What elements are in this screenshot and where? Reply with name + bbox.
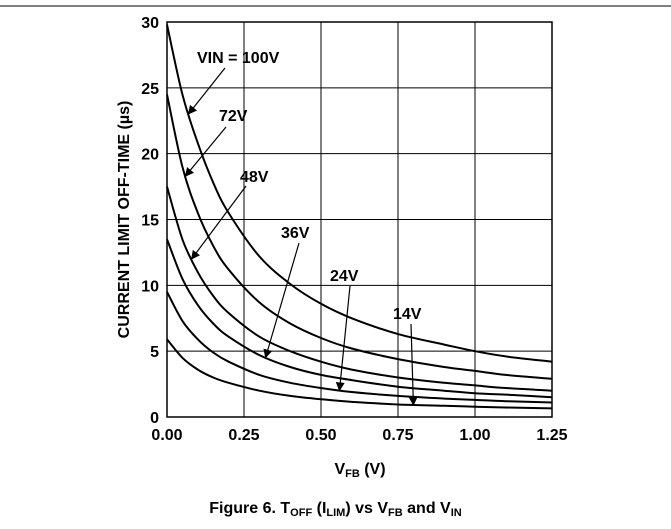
- series-line: [166, 238, 553, 399]
- annotation-arrow: [191, 185, 247, 260]
- y-tick-label: 25: [141, 81, 159, 98]
- x-tick-label: 0.75: [382, 427, 413, 444]
- series-label: VIN = 100V: [197, 50, 280, 67]
- annotation-arrow: [184, 126, 227, 177]
- y-tick-label: 30: [141, 15, 159, 32]
- x-tick-label: 0.50: [305, 427, 336, 444]
- annotation-arrow: [263, 242, 300, 359]
- annotation-arrow: [335, 285, 351, 392]
- series-line: [166, 186, 553, 392]
- series-label: 14V: [393, 306, 422, 323]
- series-lines: [166, 24, 553, 410]
- y-tick-label: 15: [141, 213, 159, 230]
- annotation-arrow: [187, 67, 226, 115]
- y-axis-label: CURRENT LIMIT OFF-TIME (µs): [116, 101, 133, 339]
- y-tick-label: 0: [150, 410, 159, 427]
- series-label: 72V: [219, 108, 248, 125]
- x-tick-label: 1.25: [536, 427, 567, 444]
- series-line: [166, 24, 553, 363]
- x-axis-label: VFB (V): [334, 461, 385, 480]
- annotation-arrows: VIN = 100V 72V 48V 36V 24V 14V: [184, 50, 422, 406]
- y-tick-label: 5: [150, 344, 159, 361]
- series-label: 48V: [240, 169, 269, 186]
- plot-frame: [166, 21, 553, 418]
- y-tick-label: 10: [141, 278, 159, 295]
- x-tick-label: 1.00: [459, 427, 490, 444]
- tick-labels: 0.00 0.25 0.50 0.75 1.00 1.25 0 5 10 15 20 25 30: [141, 15, 567, 444]
- figure-caption: Figure 6. TOFF (ILIM) vs VFB and VIN: [209, 500, 462, 519]
- grid: [166, 21, 553, 418]
- annotation-arrow: [408, 323, 418, 406]
- series-line: [166, 338, 553, 410]
- series-label: 24V: [330, 268, 359, 285]
- series-line: [166, 94, 553, 380]
- y-tick-label: 20: [141, 147, 159, 164]
- series-label: 36V: [281, 225, 310, 242]
- x-tick-label: 0.25: [228, 427, 259, 444]
- series-line: [166, 291, 553, 404]
- x-tick-label: 0.00: [151, 427, 182, 444]
